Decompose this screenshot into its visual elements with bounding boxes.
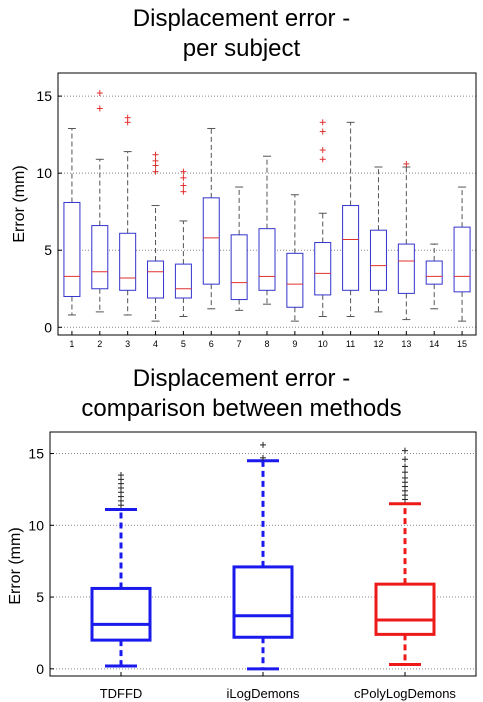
iqr-box (374, 582, 436, 636)
x-tick-label: 4 (153, 339, 158, 349)
x-tick-label: 14 (429, 339, 439, 349)
iqr-box (369, 229, 387, 291)
outlier-marker (152, 162, 159, 169)
chart-2-title-line-1: Displacement error - (132, 365, 351, 392)
chart-2-title: Displacement error - comparison between … (0, 364, 483, 424)
outlier-marker (96, 90, 103, 97)
x-tick-label: 7 (237, 339, 242, 349)
iqr-box (63, 201, 81, 297)
iqr-box (258, 228, 276, 291)
chart-2-title-line-2: comparison between methods (81, 395, 402, 422)
x-tick-label: cPolyLogDemons (354, 686, 456, 701)
iqr-box (147, 260, 165, 299)
outlier-marker (180, 182, 187, 189)
y-tick-label: 5 (44, 242, 52, 258)
x-tick-label: 3 (125, 339, 130, 349)
chart-1-title-line-2: per subject (182, 35, 301, 62)
outlier-marker (402, 474, 408, 481)
outlier-marker (152, 151, 159, 158)
outlier-marker (96, 105, 103, 112)
y-tick-label: 10 (28, 517, 44, 533)
x-tick-label: 8 (264, 339, 269, 349)
iqr-box (286, 252, 304, 308)
x-tick-label: 1 (69, 339, 74, 349)
y-tick-label: 15 (36, 88, 52, 104)
outlier-marker (319, 119, 326, 126)
outlier-marker (319, 147, 326, 154)
outlier-marker (402, 456, 408, 463)
outlier-marker (319, 128, 326, 135)
iqr-box (314, 242, 332, 296)
outlier-marker (124, 119, 131, 126)
iqr-box (91, 225, 109, 290)
iqr-box (342, 205, 360, 291)
x-tick-label: iLogDemons (227, 686, 300, 701)
outlier-marker (180, 168, 187, 175)
iqr-box (453, 226, 471, 293)
outlier-marker (180, 188, 187, 195)
chart-2-boxes (90, 441, 436, 671)
iqr-box (90, 586, 152, 642)
x-tick-label: 15 (457, 339, 467, 349)
outlier-marker (260, 454, 266, 461)
x-tick-label: 2 (97, 339, 102, 349)
outlier-marker (402, 447, 408, 454)
iqr-box (232, 565, 294, 639)
iqr-box (425, 260, 443, 285)
iqr-box (119, 232, 137, 291)
x-tick-label: 9 (292, 339, 297, 349)
outlier-marker (319, 156, 326, 163)
chart-1-y-axis-label: Error (mm) (11, 165, 28, 242)
outlier-marker (260, 441, 266, 448)
y-tick-label: 10 (36, 165, 52, 181)
x-tick-label: 6 (209, 339, 214, 349)
outlier-marker (402, 463, 408, 470)
chart-1-boxes (63, 90, 471, 322)
x-tick-label: 5 (181, 339, 186, 349)
x-tick-label: 10 (318, 339, 328, 349)
y-tick-label: 15 (28, 446, 44, 462)
chart-1-title-line-1: Displacement error - (132, 5, 351, 32)
outlier-marker (402, 469, 408, 476)
outlier-marker (152, 168, 159, 175)
iqr-box (397, 243, 415, 294)
outlier-marker (180, 174, 187, 181)
iqr-box (202, 197, 220, 285)
outlier-marker (118, 472, 124, 479)
x-tick-label: 11 (346, 339, 355, 349)
chart-1-title: Displacement error - per subject (0, 4, 483, 64)
chart-2-y-axis-label: Error (mm) (7, 527, 24, 604)
x-tick-label: TDFFD (100, 686, 143, 701)
y-tick-label: 0 (44, 319, 52, 335)
x-tick-label: 12 (373, 339, 383, 349)
iqr-box (174, 263, 192, 299)
y-tick-label: 5 (36, 589, 44, 605)
y-tick-label: 0 (36, 661, 44, 677)
x-tick-label: 13 (401, 339, 411, 349)
chart-2-tick-labels: 0 5 10 15 TDFFD iLogDemons cPolyLogDemons (28, 446, 456, 701)
iqr-box (230, 234, 248, 301)
outlier-marker (403, 160, 410, 167)
